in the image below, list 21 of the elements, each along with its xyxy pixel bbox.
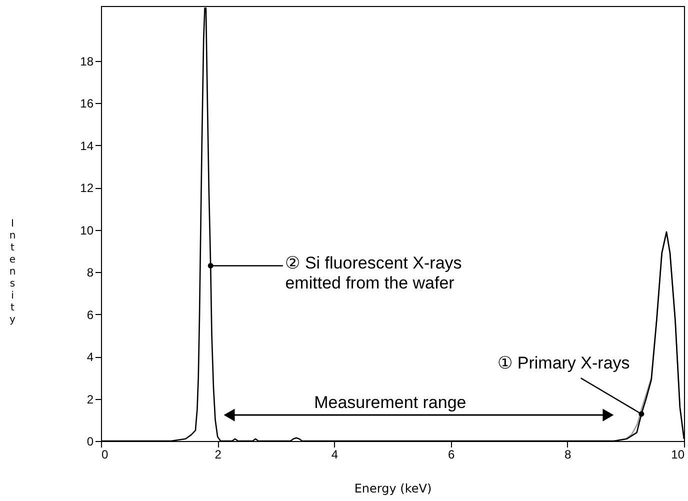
text: Intensity: [9, 218, 16, 326]
annotation: ② Si fluorescent X-rays emitted from the wafer: [285, 254, 462, 293]
y-tick-label: 12: [80, 181, 94, 196]
y-tick-label: 6: [86, 308, 94, 322]
y-tick-label: 16: [80, 96, 94, 111]
x-tick-label: 6: [448, 448, 455, 462]
annotation: Measurement range: [314, 392, 466, 412]
y-tick-label: 0: [86, 434, 94, 448]
y-tick-label: 4: [86, 350, 94, 364]
y-tick-label: 10: [80, 223, 94, 238]
x-tick-label: 8: [564, 448, 572, 462]
y-tick-label: 8: [86, 266, 94, 280]
x-tick-label: 10: [671, 448, 685, 462]
y-tick-label: 2: [86, 392, 94, 406]
y-tick-label: 18: [80, 54, 94, 68]
x-tick-label: 0: [102, 448, 108, 462]
x-axis-title: Energy (keV): [354, 482, 432, 496]
x-tick-label: 4: [331, 448, 338, 462]
y-tick-label: 14: [80, 138, 94, 153]
x-tick-label: 2: [214, 448, 222, 462]
annotation: ① Primary X-rays: [498, 353, 630, 372]
